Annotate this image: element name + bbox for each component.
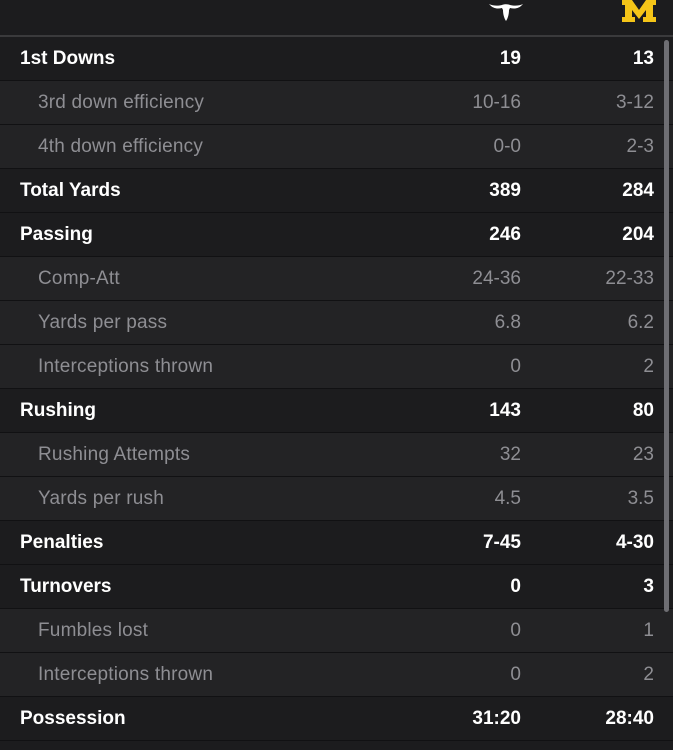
stat-subrow: Interceptions thrown 0 2 [0, 653, 673, 697]
texas-stat-value: 0 [510, 356, 521, 377]
texas-stat-value: 31:20 [472, 708, 521, 729]
header-divider [0, 35, 673, 37]
stat-label: 1st Downs [20, 48, 116, 69]
texas-stat-value: 0-0 [493, 136, 521, 157]
team-header [0, 0, 673, 37]
texas-stat-value: 389 [489, 180, 521, 201]
texas-stat-value: 19 [499, 48, 521, 69]
stat-subrow: 3rd down efficiency 10-16 3-12 [0, 81, 673, 125]
michigan-stat-value: 6.2 [627, 312, 654, 333]
texas-stat-value: 6.8 [494, 312, 521, 333]
michigan-stat-value: 2 [643, 356, 654, 377]
stat-label: 3rd down efficiency [38, 92, 205, 113]
stat-row: Passing 246 204 [0, 213, 673, 257]
stat-label: Fumbles lost [38, 620, 149, 641]
stat-row: Possession 31:20 28:40 [0, 697, 673, 741]
michigan-stat-value: 3.5 [627, 488, 654, 509]
stat-label: Interceptions thrown [38, 664, 214, 685]
stat-label: Comp-Att [38, 268, 120, 289]
texas-stat-value: 143 [489, 400, 521, 421]
stats-table: 1st Downs 19 13 3rd down efficiency 10-16 3-1… [0, 37, 673, 741]
texas-stat-value: 10-16 [472, 92, 521, 113]
michigan-stat-value: 28:40 [605, 708, 654, 729]
texas-stat-value: 4.5 [494, 488, 521, 509]
stat-label: Yards per rush [38, 488, 165, 509]
stat-label: Rushing Attempts [38, 444, 191, 465]
block-m-logo-icon [622, 0, 656, 22]
stat-row: Total Yards 389 284 [0, 169, 673, 213]
scrollbar[interactable] [664, 40, 669, 612]
michigan-stat-value: 22-33 [605, 268, 654, 289]
stat-row: Turnovers 0 3 [0, 565, 673, 609]
michigan-stat-value: 80 [632, 400, 654, 421]
stat-label: Rushing [20, 400, 96, 421]
stat-label: Interceptions thrown [38, 356, 214, 377]
texas-stat-value: 0 [510, 620, 521, 641]
stat-subrow: Comp-Att 24-36 22-33 [0, 257, 673, 301]
michigan-stat-value: 3-12 [615, 92, 654, 113]
stat-subrow: 4th down efficiency 0-0 2-3 [0, 125, 673, 169]
michigan-stat-value: 1 [643, 620, 654, 641]
texas-stat-value: 7-45 [482, 532, 521, 553]
michigan-stat-value: 284 [622, 180, 654, 201]
stat-label: Penalties [20, 532, 104, 553]
stat-subrow: Yards per pass 6.8 6.2 [0, 301, 673, 345]
stat-label: 4th down efficiency [38, 136, 204, 157]
michigan-stat-value: 2-3 [626, 136, 654, 157]
texas-stat-value: 0 [510, 664, 521, 685]
stat-label: Possession [20, 708, 126, 729]
texas-stat-value: 24-36 [472, 268, 521, 289]
stat-subrow: Interceptions thrown 0 2 [0, 345, 673, 389]
stat-row: 1st Downs 19 13 [0, 37, 673, 81]
texas-stat-value: 32 [499, 444, 521, 465]
stat-subrow: Fumbles lost 0 1 [0, 609, 673, 653]
stat-label: Turnovers [20, 576, 112, 597]
stat-row: Rushing 143 80 [0, 389, 673, 433]
michigan-stat-value: 23 [632, 444, 654, 465]
stat-subrow: Yards per rush 4.5 3.5 [0, 477, 673, 521]
stat-row: Penalties 7-45 4-30 [0, 521, 673, 565]
stat-label: Passing [20, 224, 93, 245]
stat-subrow: Rushing Attempts 32 23 [0, 433, 673, 477]
michigan-stat-value: 204 [622, 224, 654, 245]
michigan-stat-value: 2 [643, 664, 654, 685]
stat-label: Yards per pass [38, 312, 168, 333]
stat-label: Total Yards [20, 180, 121, 201]
michigan-stat-value: 13 [632, 48, 654, 69]
longhorn-logo-icon [489, 4, 523, 21]
michigan-stat-value: 3 [643, 576, 654, 597]
michigan-stat-value: 4-30 [615, 532, 654, 553]
texas-stat-value: 0 [510, 576, 521, 597]
texas-stat-value: 246 [489, 224, 521, 245]
